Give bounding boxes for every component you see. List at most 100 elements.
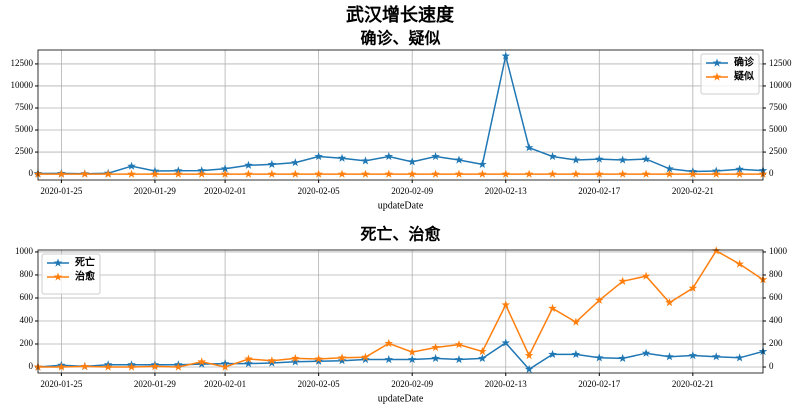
point-marker [57,362,66,371]
point-marker [220,169,230,178]
x-tick-label: 2020-01-25 [40,186,82,196]
y2-tick-label: 0 [769,361,774,371]
series-line [38,249,764,368]
y2-tick-label: 1000 [769,246,788,256]
point-marker [407,347,417,356]
x-tick-label: 2020-02-17 [578,379,620,389]
point-marker [595,353,604,362]
x-tick-label: 2020-02-01 [204,379,246,389]
point-marker [524,169,534,178]
y-tick-label: 0 [29,168,34,178]
point-marker [595,169,604,178]
y2-tick-label: 400 [769,315,783,325]
point-marker [337,356,347,365]
point-marker [688,283,698,292]
y-tick-label: 800 [20,269,34,279]
subplot-title: 确诊、疑似 [360,29,440,48]
point-marker [57,169,66,178]
point-marker [291,357,300,366]
y-tick-label: 400 [20,315,34,325]
point-marker [595,154,604,163]
x-tick-label: 2020-02-21 [672,186,714,196]
y2-tick-label: 600 [769,292,783,302]
point-marker [735,353,744,362]
point-marker [665,298,674,307]
y2-tick-label: 12500 [769,58,792,68]
subplot-title: 死亡、治愈 [360,225,441,244]
point-marker [478,353,487,362]
y2-tick-label: 2500 [769,146,788,156]
point-marker [735,169,744,178]
point-marker [267,358,277,367]
point-marker [548,169,557,178]
point-marker [244,359,253,368]
y2-tick-label: 200 [769,338,783,348]
point-marker [478,347,487,356]
point-marker [220,164,230,173]
point-marker [595,295,604,304]
point-marker [524,364,534,373]
y2-tick-label: 7500 [769,102,788,112]
x-tick-label: 2020-01-25 [40,379,82,389]
x-tick-label: 2020-01-29 [134,379,176,389]
point-marker [361,169,370,178]
plot-frame [37,49,764,181]
point-marker [431,353,440,362]
x-axis-label: updateDate [378,200,424,211]
point-marker [337,153,347,162]
legend-label: 死亡 [75,255,95,268]
point-marker [478,159,487,168]
x-tick-label: 2020-02-09 [391,379,433,389]
point-marker [314,152,323,161]
point-marker [127,362,136,371]
point-marker [361,352,370,361]
y-tick-label: 10000 [11,80,34,90]
point-marker [174,169,183,178]
point-marker [548,349,557,358]
legend-marker [53,258,63,267]
point-marker [618,276,627,285]
point-marker [244,160,253,169]
point-marker [571,155,581,164]
point-marker [641,154,651,163]
x-tick-label: 2020-02-13 [485,379,527,389]
point-marker [337,353,347,362]
point-marker [431,152,440,161]
point-marker [688,169,698,178]
x-tick-label: 2020-02-13 [485,186,527,196]
x-tick-label: 2020-02-17 [578,186,620,196]
x-tick-label: 2020-01-29 [134,186,176,196]
point-marker [688,351,698,360]
point-marker [501,51,510,60]
point-marker [454,355,464,364]
point-marker [267,159,277,168]
point-marker [337,169,347,178]
point-marker [618,155,627,164]
point-marker [524,351,534,360]
x-tick-label: 2020-02-01 [204,186,246,196]
y-tick-label: 12500 [11,58,34,68]
legend-label: 确诊 [734,55,755,68]
figure-title: 武汉增长速度 [346,4,455,25]
point-marker [571,169,581,178]
point-marker [641,271,651,280]
point-marker [197,169,206,178]
point-marker [711,169,721,178]
point-marker [618,353,627,362]
y2-tick-label: 10000 [769,80,792,90]
point-marker [571,349,581,358]
legend-marker [712,58,722,67]
point-marker [641,348,651,357]
point-marker [267,356,277,365]
point-marker [197,359,206,368]
y2-tick-label: 0 [769,168,774,178]
point-marker [127,161,136,170]
point-marker [454,340,464,349]
point-marker [361,355,370,364]
point-marker [548,152,557,161]
legend-label: 疑似 [734,69,754,82]
point-marker [291,169,300,178]
